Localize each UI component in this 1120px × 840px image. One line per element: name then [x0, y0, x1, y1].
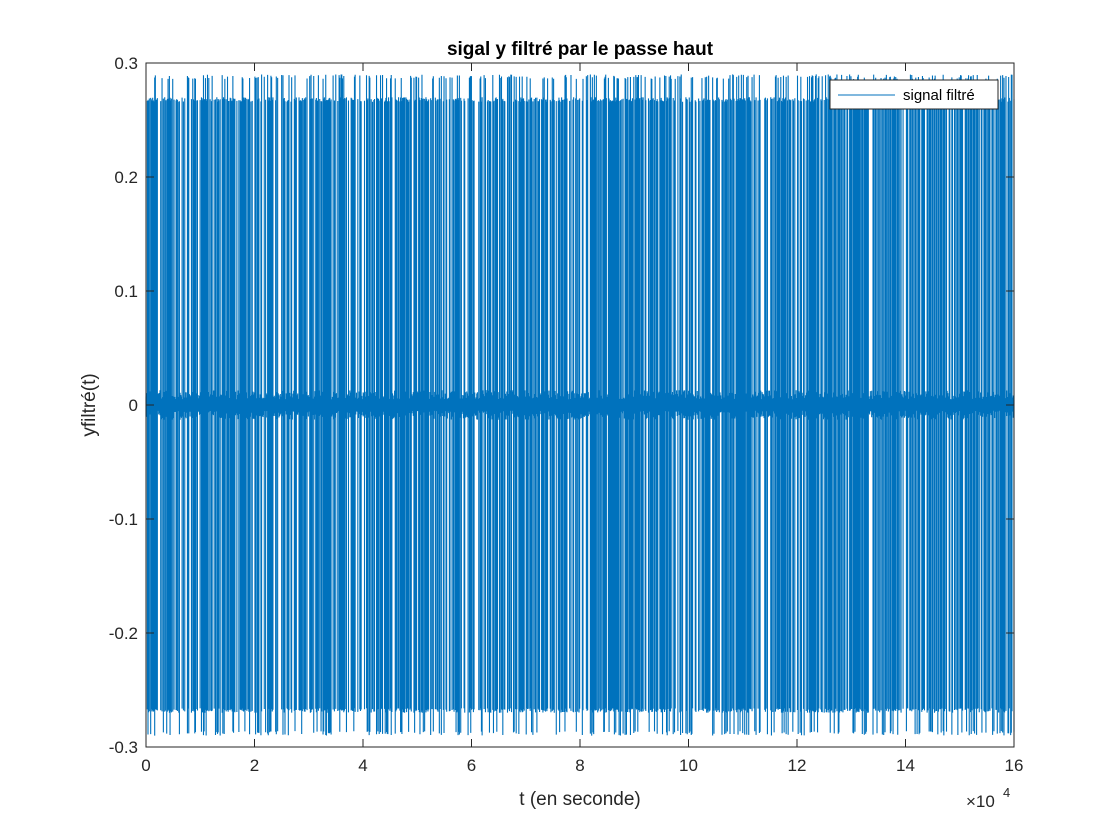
x-tick-label: 10: [679, 756, 698, 775]
chart-title: sigal y filtré par le passe haut: [447, 39, 714, 60]
x-axis-ticks: 0 2 4 6 8 10 12 14 16: [141, 63, 1023, 775]
legend-entry-signal: signal filtré: [903, 87, 975, 104]
x-tick-label: 6: [467, 756, 476, 775]
x-tick-label: 14: [896, 756, 915, 775]
y-tick-label: -0.2: [109, 624, 138, 643]
x-tick-label: 0: [141, 756, 150, 775]
y-tick-label: 0.1: [114, 282, 138, 301]
y-tick-label: 0.3: [114, 54, 138, 73]
x-tick-label: 12: [788, 756, 807, 775]
x-tick-label: 2: [250, 756, 259, 775]
x-tick-label: 4: [358, 756, 367, 775]
x-tick-label: 8: [575, 756, 584, 775]
y-tick-label: -0.1: [109, 510, 138, 529]
signal-series: [145, 74, 1015, 736]
plot-area: [145, 62, 1015, 748]
x-exponent-power: 4: [1003, 785, 1010, 800]
x-axis-label: t (en seconde): [519, 789, 640, 810]
y-tick-label: 0.2: [114, 168, 138, 187]
y-tick-label: -0.3: [109, 738, 138, 757]
x-axis-exponent: ×10 4: [966, 785, 1010, 811]
y-axis-ticks: -0.3 -0.2 -0.1 0 0.1 0.2 0.3: [109, 54, 1014, 757]
x-tick-label: 16: [1005, 756, 1024, 775]
x-exponent-base: ×10: [966, 792, 995, 811]
legend: signal filtré: [829, 79, 999, 110]
y-tick-label: 0: [129, 396, 138, 415]
y-axis-label: yfiltré(t): [79, 373, 100, 436]
